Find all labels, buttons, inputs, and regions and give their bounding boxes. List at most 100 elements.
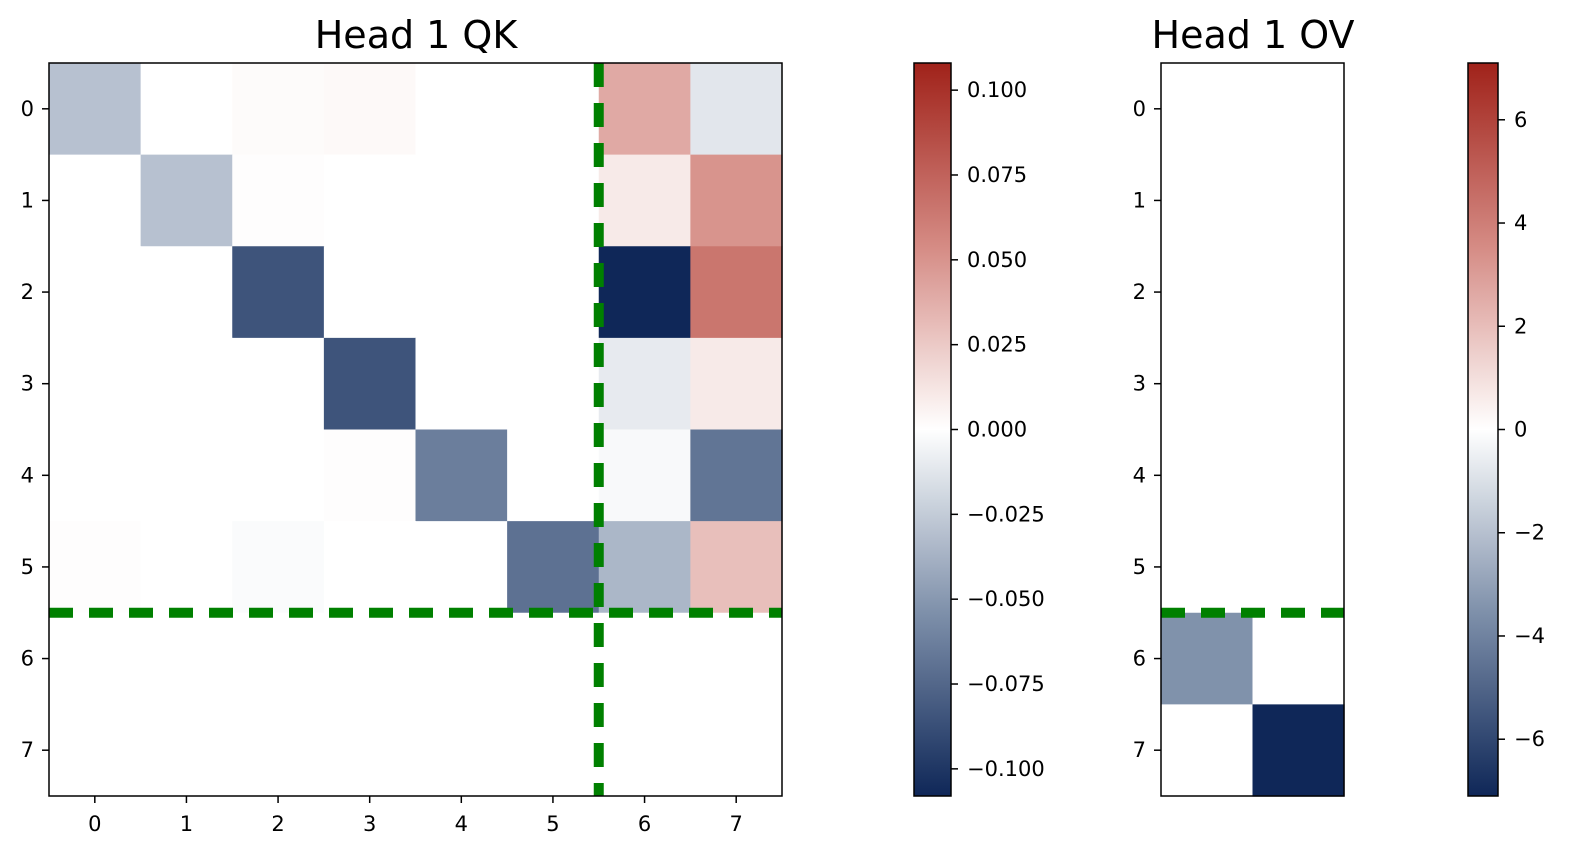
qk-x-axis: 0 1 2 3 4 5 6 7 xyxy=(88,796,743,836)
heatmap-cell-r1-c6 xyxy=(598,154,691,247)
colorbar-tick-label: −0.025 xyxy=(967,502,1045,526)
heatmap-cell-r4-c3 xyxy=(323,429,417,522)
heatmap-cell-r0-c0 xyxy=(49,63,142,156)
heatmap-cell-r1-c0 xyxy=(49,154,142,247)
x-tick-label: 0 xyxy=(88,812,101,836)
heatmap-cell-r7-c0 xyxy=(1161,704,1254,797)
heatmap-cell-r4-c6 xyxy=(598,429,691,522)
x-tick-label: 1 xyxy=(180,812,193,836)
heatmap-cell-r3-c1 xyxy=(140,337,233,431)
heatmap-cell-r0-c3 xyxy=(323,63,417,156)
heatmap-cell-r4-c0 xyxy=(49,429,142,522)
qk-heatmap-cells xyxy=(49,63,783,797)
y-tick-label: 2 xyxy=(21,280,34,304)
colorbar-tick-label: 0.100 xyxy=(967,78,1027,102)
heatmap-cell-r7-c1 xyxy=(1252,704,1345,797)
colorbar-tick-label: 0.000 xyxy=(967,418,1027,442)
y-tick-label: 0 xyxy=(1133,97,1146,121)
heatmap-cell-r2-c5 xyxy=(507,246,600,339)
heatmap-cell-r3-c5 xyxy=(507,337,600,431)
y-tick-label: 2 xyxy=(1133,280,1146,304)
heatmap-cell-r6-c2 xyxy=(232,612,325,705)
x-tick-label: 4 xyxy=(455,812,468,836)
colorbar-tick-label: −0.050 xyxy=(967,587,1045,611)
colorbar-tick-label: 4 xyxy=(1514,211,1527,235)
heatmap-cell-r3-c4 xyxy=(415,337,508,431)
heatmap-cell-r0-c1 xyxy=(140,63,233,156)
x-tick-label: 6 xyxy=(638,812,651,836)
heatmap-cell-r1-c4 xyxy=(415,154,508,247)
heatmap-cell-r7-c7 xyxy=(690,704,783,797)
colorbar-tick-label: −0.075 xyxy=(967,672,1045,696)
x-tick-label: 7 xyxy=(730,812,743,836)
colorbar-tick-label: 0.075 xyxy=(967,163,1027,187)
heatmap-cell-r5-c1 xyxy=(1252,521,1345,614)
y-tick-label: 4 xyxy=(1133,463,1146,487)
y-tick-label: 4 xyxy=(21,463,34,487)
heatmap-cell-r2-c0 xyxy=(49,246,142,339)
colorbar-tick-label: 0.050 xyxy=(967,248,1027,272)
heatmap-cell-r1-c2 xyxy=(232,154,325,247)
y-tick-label: 1 xyxy=(1133,188,1146,212)
heatmap-cell-r5-c2 xyxy=(232,521,325,614)
qk-plot-frame xyxy=(48,62,783,797)
heatmap-cell-r3-c0 xyxy=(49,337,142,431)
heatmap-cell-r4-c2 xyxy=(232,429,325,522)
heatmap-cell-r5-c3 xyxy=(323,521,417,614)
heatmap-cell-r7-c5 xyxy=(507,704,600,797)
y-tick-label: 5 xyxy=(1133,555,1146,579)
heatmap-cell-r3-c2 xyxy=(232,337,325,431)
y-tick-label: 5 xyxy=(21,555,34,579)
heatmap-cell-r3-c3 xyxy=(323,337,417,431)
ov-title: Head 1 OV xyxy=(1152,13,1355,57)
ov-heatmap-cells xyxy=(1161,63,1345,797)
colorbar-gradient xyxy=(1467,62,1499,797)
colorbar-tick-label: 6 xyxy=(1514,108,1527,132)
heatmap-cell-r4-c0 xyxy=(1161,429,1254,522)
colorbar-gradient xyxy=(913,62,952,797)
x-tick-label: 2 xyxy=(271,812,284,836)
heatmap-cell-r2-c1 xyxy=(1252,246,1345,339)
heatmap-cell-r0-c1 xyxy=(1252,63,1345,156)
y-tick-label: 1 xyxy=(21,188,34,212)
heatmap-cell-r5-c0 xyxy=(1161,521,1254,614)
heatmap-cell-r2-c4 xyxy=(415,246,508,339)
heatmap-cell-r4-c4 xyxy=(415,429,508,522)
heatmap-cell-r1-c7 xyxy=(690,154,783,247)
qk-colorbar: 0.100 0.075 0.050 0.025 0.000 −0.025 −0.050 −0.… xyxy=(913,62,1045,797)
colorbar-tick-label: 0.025 xyxy=(967,333,1027,357)
x-tick-label: 3 xyxy=(363,812,376,836)
heatmap-cell-r5-c1 xyxy=(140,521,233,614)
heatmap-cell-r5-c6 xyxy=(598,521,691,614)
heatmap-cell-r2-c1 xyxy=(140,246,233,339)
heatmap-cell-r3-c6 xyxy=(598,337,691,431)
heatmap-cell-r4-c1 xyxy=(140,429,233,522)
heatmap-cell-r3-c1 xyxy=(1252,337,1345,431)
y-tick-label: 3 xyxy=(21,372,34,396)
heatmap-cell-r6-c3 xyxy=(323,612,417,705)
heatmap-cell-r6-c4 xyxy=(415,612,508,705)
ov-colorbar: 6 4 2 0 −2 −4 −6 xyxy=(1467,62,1545,797)
heatmap-cell-r2-c2 xyxy=(232,246,325,339)
qk-y-axis: 0 1 2 3 4 5 6 7 xyxy=(21,97,49,762)
heatmap-cell-r6-c5 xyxy=(507,612,600,705)
heatmap-cell-r1-c5 xyxy=(507,154,600,247)
heatmap-cell-r2-c7 xyxy=(690,246,783,339)
heatmap-cell-r0-c6 xyxy=(598,63,691,156)
heatmap-cell-r5-c4 xyxy=(415,521,508,614)
ov-y-axis: 0 1 2 3 4 5 6 7 xyxy=(1133,97,1161,762)
heatmap-cell-r4-c7 xyxy=(690,429,783,522)
colorbar-tick-label: −4 xyxy=(1514,624,1545,648)
heatmap-cell-r0-c4 xyxy=(415,63,508,156)
x-tick-label: 5 xyxy=(546,812,559,836)
y-tick-label: 7 xyxy=(21,738,34,762)
heatmap-cell-r6-c6 xyxy=(598,612,691,705)
heatmap-cell-r0-c5 xyxy=(507,63,600,156)
y-tick-label: 6 xyxy=(1133,647,1146,671)
qk-divider-lines xyxy=(49,63,782,796)
heatmap-cell-r6-c1 xyxy=(1252,612,1345,705)
heatmap-cell-r7-c4 xyxy=(415,704,508,797)
heatmap-cell-r0-c2 xyxy=(232,63,325,156)
heatmap-cell-r4-c5 xyxy=(507,429,600,522)
